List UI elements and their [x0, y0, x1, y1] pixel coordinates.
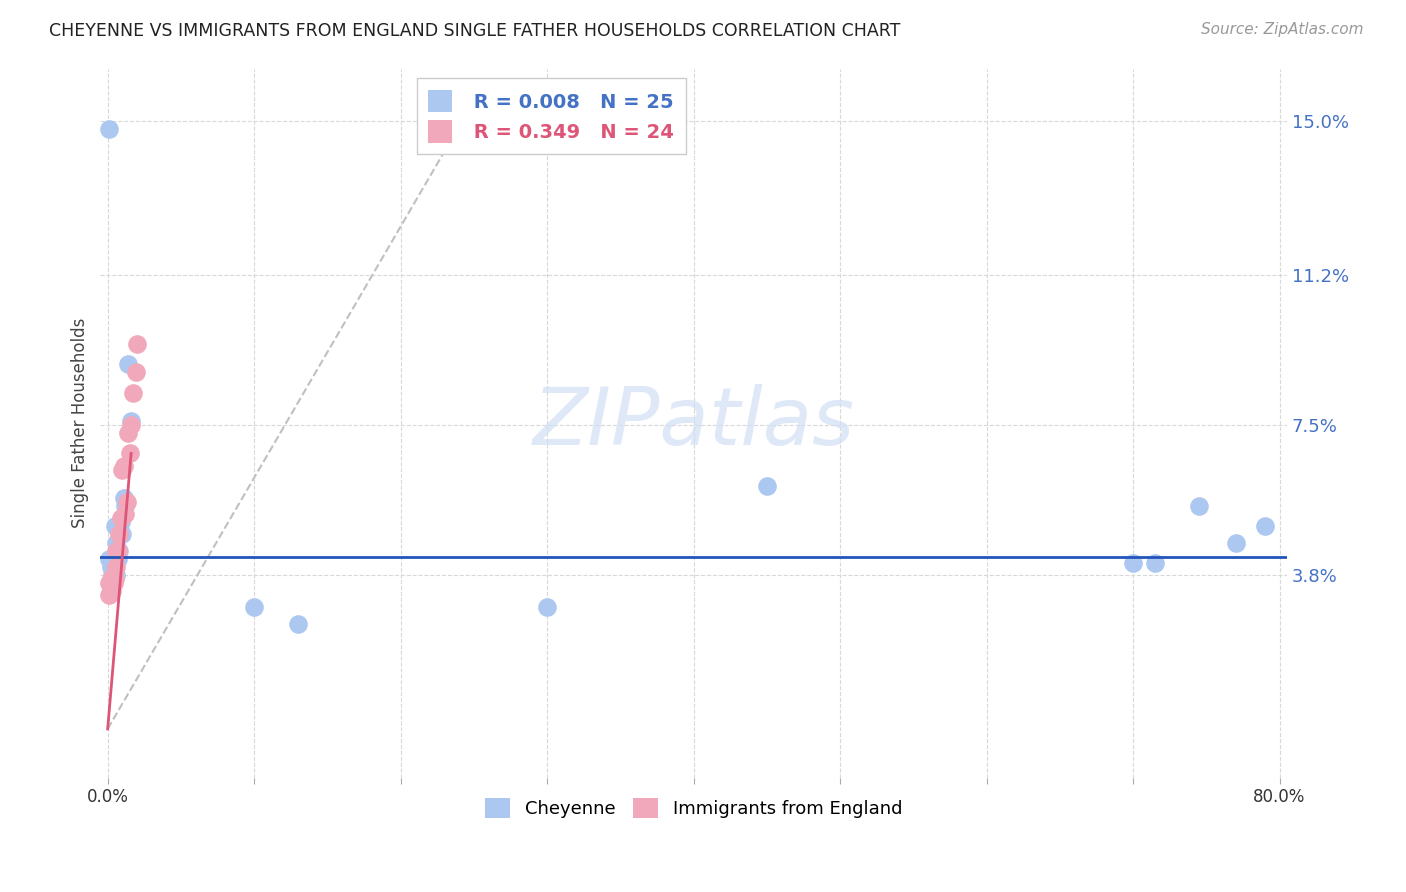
Point — [100, 560, 122, 574]
Point — [110, 511, 132, 525]
Legend: Cheyenne, Immigrants from England: Cheyenne, Immigrants from England — [478, 791, 910, 825]
Point — [105, 535, 128, 549]
Point — [287, 616, 309, 631]
Point — [120, 414, 142, 428]
Point — [111, 527, 134, 541]
Text: Source: ZipAtlas.com: Source: ZipAtlas.com — [1201, 22, 1364, 37]
Point — [120, 418, 142, 433]
Point — [103, 568, 125, 582]
Point — [755, 479, 778, 493]
Point — [121, 385, 143, 400]
Point — [108, 527, 131, 541]
Point — [125, 337, 148, 351]
Point — [108, 543, 131, 558]
Point — [107, 551, 129, 566]
Point — [101, 584, 124, 599]
Text: CHEYENNE VS IMMIGRANTS FROM ENGLAND SINGLE FATHER HOUSEHOLDS CORRELATION CHART: CHEYENNE VS IMMIGRANTS FROM ENGLAND SING… — [49, 22, 901, 40]
Point — [104, 572, 127, 586]
Point — [98, 576, 121, 591]
Point — [104, 519, 127, 533]
Point — [1188, 499, 1211, 513]
Y-axis label: Single Father Households: Single Father Households — [72, 318, 89, 528]
Point — [114, 507, 136, 521]
Point — [1122, 556, 1144, 570]
Point — [117, 426, 139, 441]
Point — [105, 543, 128, 558]
Point — [100, 580, 122, 594]
Point — [114, 499, 136, 513]
Point — [243, 600, 266, 615]
Point — [98, 122, 121, 136]
Text: ZIPatlas: ZIPatlas — [533, 384, 855, 462]
Point — [117, 357, 139, 371]
Point — [1254, 519, 1277, 533]
Point — [536, 600, 558, 615]
Point — [118, 446, 141, 460]
Point — [107, 543, 129, 558]
Point — [1143, 556, 1166, 570]
Point — [115, 495, 138, 509]
Point — [112, 458, 135, 473]
Point — [1225, 535, 1247, 549]
Point — [101, 576, 124, 591]
Point — [98, 588, 121, 602]
Point — [98, 551, 121, 566]
Point — [101, 572, 124, 586]
Point — [101, 568, 124, 582]
Point — [111, 462, 134, 476]
Point — [105, 568, 128, 582]
Point — [124, 365, 146, 379]
Point — [110, 516, 132, 530]
Point — [103, 576, 125, 591]
Point — [112, 491, 135, 505]
Point — [105, 560, 128, 574]
Point — [100, 572, 122, 586]
